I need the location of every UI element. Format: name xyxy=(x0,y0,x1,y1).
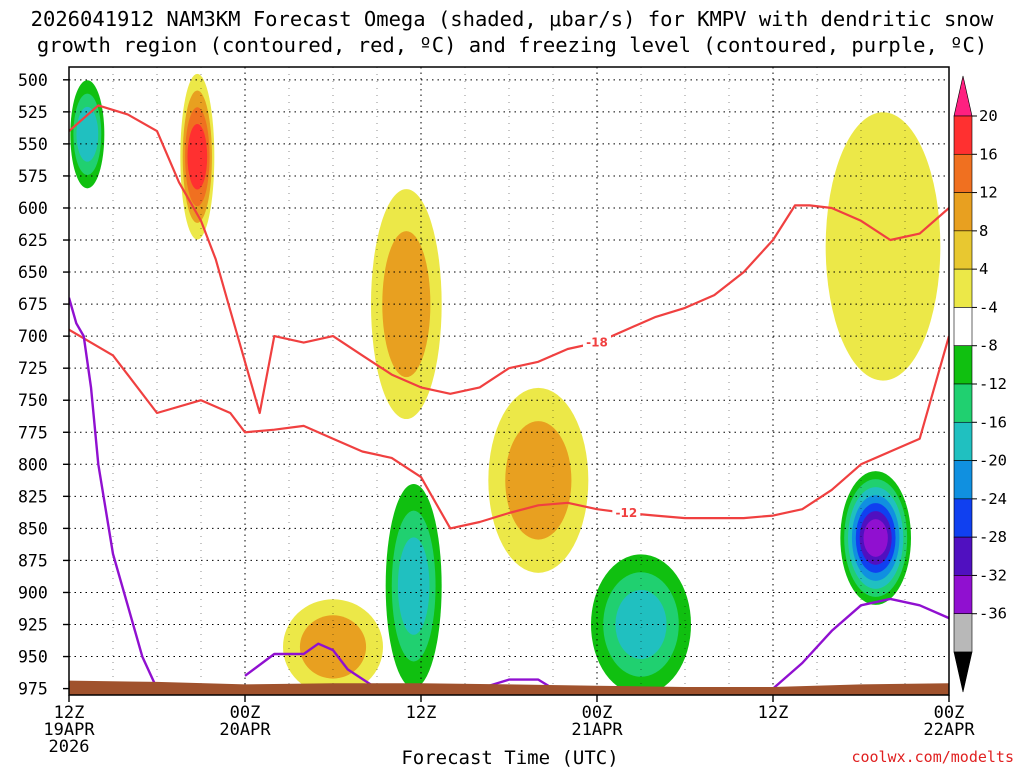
y-tick-label: 775 xyxy=(18,423,48,442)
y-tick-label: 975 xyxy=(18,680,48,699)
colorbar-label: -36 xyxy=(979,605,1007,623)
dgz-contour--18 xyxy=(69,104,949,415)
freezing-level-contour xyxy=(479,678,554,690)
colorbar-band xyxy=(953,383,973,423)
plot-area xyxy=(69,67,949,695)
colorbar-band xyxy=(953,575,973,615)
y-tick-label: 625 xyxy=(18,231,48,250)
y-tick-label: 800 xyxy=(18,455,48,474)
x-tick-label: 22APR xyxy=(923,720,975,740)
x-tick-label: 2026 xyxy=(49,737,90,757)
omega-region-upper-ascent-band xyxy=(187,123,208,190)
omega-region-midday-ascent xyxy=(382,231,431,378)
colorbar-label: 12 xyxy=(979,184,998,202)
y-tick-label: 675 xyxy=(18,295,48,314)
gridlines xyxy=(69,67,949,695)
x-tick-label: 00Z xyxy=(934,703,965,723)
colorbar-label: -20 xyxy=(979,452,1007,470)
colorbar-band xyxy=(953,153,973,193)
colorbar-band xyxy=(953,345,973,385)
colorbar-band xyxy=(953,230,973,270)
colorbar-label: -12 xyxy=(979,375,1007,393)
colorbar-label: -28 xyxy=(979,528,1007,546)
colorbar-label: 20 xyxy=(979,107,998,125)
colorbar-band xyxy=(953,498,973,538)
colorbar-band xyxy=(953,460,973,500)
x-tick-label: 00Z xyxy=(582,703,613,723)
y-tick-label: 925 xyxy=(18,616,48,635)
x-tick-label: 21APR xyxy=(571,720,623,740)
contour-label-bg xyxy=(612,505,641,521)
y-tick-label: 875 xyxy=(18,551,48,570)
y-tick-label: 575 xyxy=(18,167,48,186)
colorbar-top-arrow xyxy=(953,75,973,117)
freezing-level-contour xyxy=(69,297,159,690)
chart-title-line-2: growth region (contoured, red, ºC) and f… xyxy=(37,33,987,57)
omega-region-late-ascent-column xyxy=(825,112,941,381)
y-tick-label: 950 xyxy=(18,648,48,667)
contour-label-bg xyxy=(583,334,611,350)
y-tick-label: 725 xyxy=(18,359,48,378)
colorbar-band xyxy=(953,115,973,155)
y-tick-label: 825 xyxy=(18,487,48,506)
colorbar-bottom-arrow xyxy=(953,651,973,693)
y-tick-label: 500 xyxy=(18,71,48,90)
x-tick-label: 12Z xyxy=(758,703,789,723)
dgz-contour--12 xyxy=(69,328,949,530)
terrain-fill xyxy=(69,680,949,695)
contour-label--12: -12 xyxy=(615,506,637,520)
colorbar-band xyxy=(953,192,973,232)
omega-region-late-strong-descent xyxy=(863,519,888,557)
x-tick-label: 19APR xyxy=(43,720,95,740)
freezing-level-contour xyxy=(244,642,378,690)
terrain-ground xyxy=(69,680,949,695)
plot-frame xyxy=(68,66,950,696)
colorbar: 20 16 12 8 4 -4 -8 -12 -16 -20 -24 -28 -32 -36 xyxy=(953,75,1007,693)
x-tick-label: 12Z xyxy=(406,703,437,723)
colorbar-label: 8 xyxy=(979,222,988,240)
temperature-contours: -12 -18 xyxy=(69,104,949,690)
colorbar-band xyxy=(953,613,973,653)
x-axis-label: Forecast Time (UTC) xyxy=(401,747,618,768)
contour-label--18: -18 xyxy=(586,336,608,350)
y-tick-label: 700 xyxy=(18,327,48,346)
colorbar-label: -24 xyxy=(979,490,1007,508)
colorbar-label: -16 xyxy=(979,413,1007,431)
omega-region-afternoon-ascent xyxy=(505,421,572,540)
x-tick-label: 12Z xyxy=(54,703,85,723)
colorbar-label: -32 xyxy=(979,566,1007,584)
y-tick-label: 900 xyxy=(18,583,48,602)
x-tick-label: 20APR xyxy=(219,720,271,740)
colorbar-label: 16 xyxy=(979,145,998,163)
colorbar-label: -8 xyxy=(979,337,998,355)
chart-title-line-1: 2026041912 NAM3KM Forecast Omega (shaded… xyxy=(31,7,994,31)
x-tick-label: 00Z xyxy=(230,703,261,723)
y-tick-label: 525 xyxy=(18,103,48,122)
y-tick-label: 600 xyxy=(18,199,48,218)
y-tick-label: 650 xyxy=(18,263,48,282)
freezing-level-contour xyxy=(772,597,949,690)
omega-region-descent-cell-1 xyxy=(397,537,430,635)
colorbar-band xyxy=(953,268,973,308)
credit-text: coolwx.com/modelts xyxy=(851,748,1014,766)
colorbar-band xyxy=(953,307,973,347)
omega-region-low-level-ascent xyxy=(299,615,367,679)
y-axis: 500 525 550 575 600 625 650 675 700 725 750 775 800 8… xyxy=(18,71,69,699)
y-tick-label: 550 xyxy=(18,135,48,154)
colorbar-band xyxy=(953,421,973,461)
y-tick-label: 750 xyxy=(18,391,48,410)
colorbar-band xyxy=(953,536,973,576)
y-tick-label: 850 xyxy=(18,519,48,538)
colorbar-label: -4 xyxy=(979,298,998,316)
colorbar-label: 4 xyxy=(979,260,988,278)
